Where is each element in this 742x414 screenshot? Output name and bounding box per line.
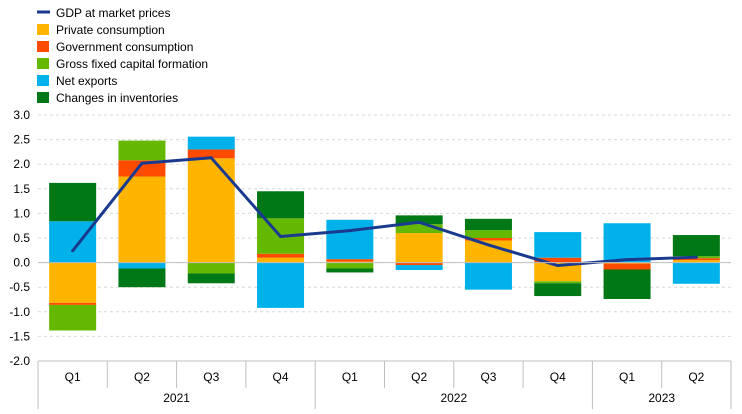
bar-private-consumption [257,257,305,263]
bar-gross-fixed-capital-formation [464,230,512,238]
legend-label: Gross fixed capital formation [56,57,208,71]
y-tick-label: 0.0 [13,256,30,270]
bar-changes-in-inventories [326,268,374,273]
y-tick-label: 2.0 [13,157,30,171]
bar-government-consumption [187,149,235,159]
y-tick-label: -2.0 [9,354,30,368]
y-tick-label: -0.5 [9,280,30,294]
bar-changes-in-inventories [395,215,443,225]
gdp-point [71,249,75,253]
bar-government-consumption [534,257,582,263]
gdp-point [279,235,283,239]
bar-private-consumption [534,262,582,282]
x-tick-label: Q1 [65,370,81,384]
bar-changes-in-inventories [603,269,651,300]
year-label: 2023 [648,391,675,405]
bar-private-consumption [49,262,97,303]
legend-swatch [37,41,49,52]
gdp-point [348,229,352,233]
gdp-point [209,156,213,160]
legend-label: Private consumption [56,23,165,37]
bar-net-exports [672,262,720,284]
y-tick-label: -1.0 [9,305,30,319]
x-tick-label: Q1 [619,370,635,384]
bar-net-exports [49,221,97,263]
gdp-line [71,156,697,268]
bar-gross-fixed-capital-formation [49,304,97,331]
bars [49,136,720,331]
gdp-point [625,258,629,262]
legend-swatch [37,58,49,69]
bar-gross-fixed-capital-formation [395,224,443,234]
x-tick-label: Q2 [411,370,427,384]
bar-changes-in-inventories [49,182,97,222]
x-tick-label: Q3 [203,370,219,384]
gdp-point [556,264,560,268]
y-tick-label: 0.5 [13,231,30,245]
year-label: 2021 [163,391,190,405]
bar-net-exports [187,136,235,150]
year-label: 2022 [440,391,467,405]
y-tick-label: -1.5 [9,329,30,343]
x-tick-label: Q2 [134,370,150,384]
bar-net-exports [603,223,651,263]
legend-swatch [37,24,49,35]
bar-government-consumption [49,302,97,305]
y-tick-label: 3.0 [13,108,30,122]
bar-government-consumption [395,262,443,266]
legend-label: GDP at market prices [56,6,170,20]
bar-net-exports [257,262,305,308]
bar-net-exports [118,262,166,269]
legend-swatch [37,92,49,103]
bar-private-consumption [464,240,512,263]
bar-private-consumption [187,158,235,263]
bar-gross-fixed-capital-formation [187,262,235,274]
x-tick-label: Q4 [550,370,566,384]
x-tick-label: Q3 [480,370,496,384]
bar-government-consumption [326,259,374,262]
bar-government-consumption [464,238,512,241]
bar-changes-in-inventories [257,191,305,219]
bar-changes-in-inventories [118,268,166,288]
bar-private-consumption [395,233,443,263]
x-tick-label: Q2 [688,370,704,384]
gdp-point [694,255,698,259]
legend-label: Changes in inventories [56,91,178,105]
bar-changes-in-inventories [534,283,582,297]
bar-gross-fixed-capital-formation [534,281,582,284]
bar-government-consumption [672,258,720,261]
legend-swatch-line [37,10,50,14]
bar-net-exports [395,265,443,270]
bar-net-exports [534,232,582,258]
bar-changes-in-inventories [672,235,720,257]
bar-private-consumption [118,176,166,263]
bar-private-consumption [672,260,720,263]
y-tick-label: 1.5 [13,182,30,196]
legend-label: Net exports [56,74,117,88]
x-tick-label: Q4 [273,370,289,384]
bar-changes-in-inventories [464,218,512,231]
x-tick-label: Q1 [342,370,358,384]
bar-government-consumption [118,160,166,177]
bar-net-exports [464,262,512,290]
y-tick-label: 1.0 [13,206,30,220]
legend: GDP at market prices Private consumption G… [37,6,208,105]
axes: -2.0 -1.5 -1.0 -0.5 0.0 0.5 1.0 1.5 2.0 2.5 3.0 Q1 Q… [9,108,732,409]
bar-changes-in-inventories [187,273,235,284]
bar-gross-fixed-capital-formation [118,140,166,161]
bar-net-exports [326,219,374,260]
gdp-point [486,243,490,247]
legend-label: Government consumption [56,40,193,54]
gdp-point [140,161,144,165]
gdp-point [417,220,421,224]
bar-government-consumption [603,263,651,270]
bar-government-consumption [257,253,305,258]
legend-swatch [37,75,49,86]
bar-gross-fixed-capital-formation [326,262,374,269]
y-tick-label: 2.5 [13,133,30,147]
